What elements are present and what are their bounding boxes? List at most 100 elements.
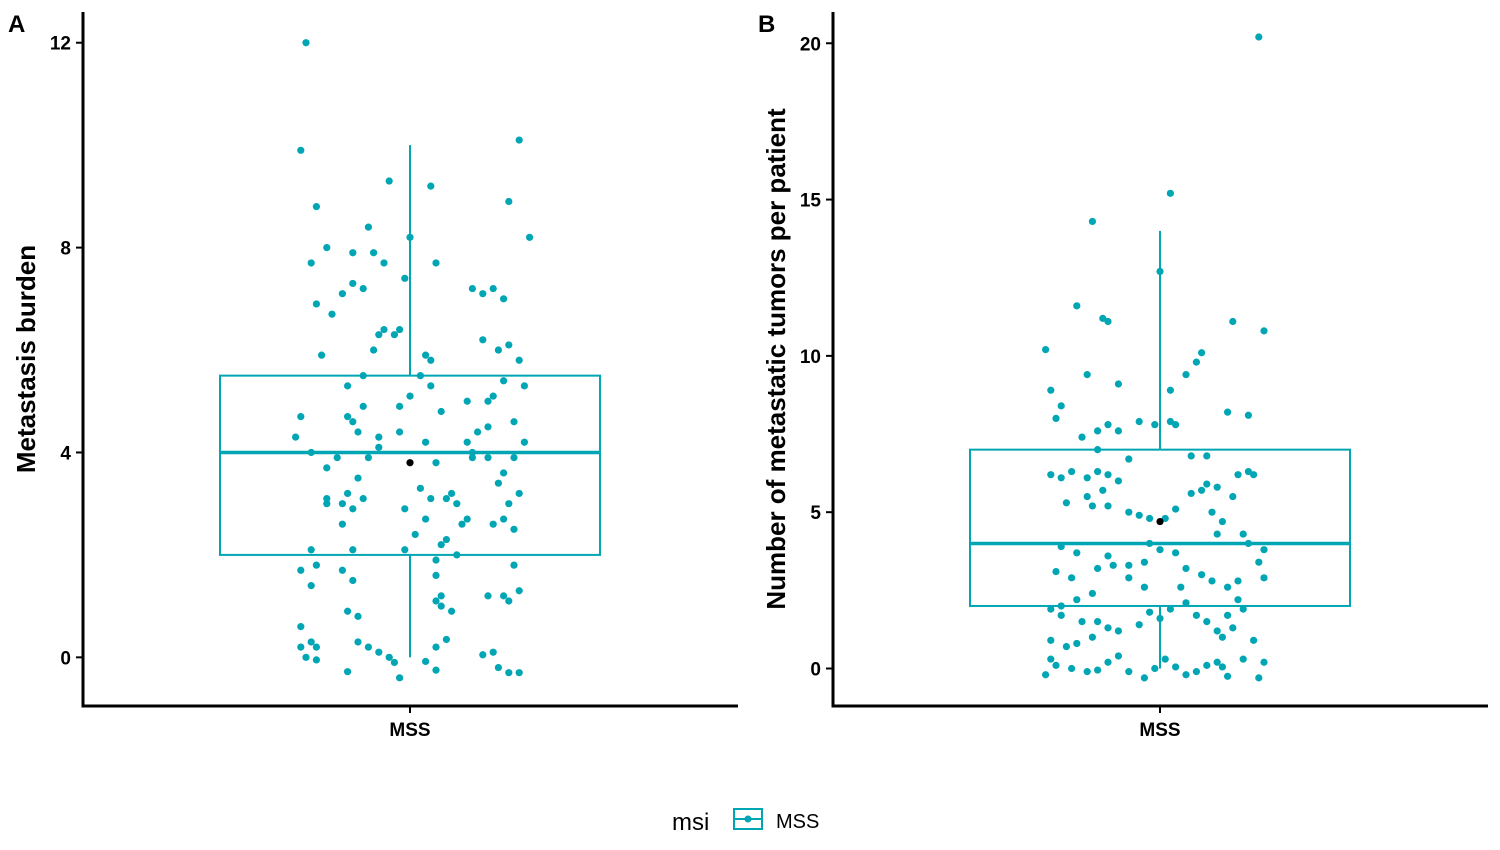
y-axis-title: Number of metastatic tumors per patient [761, 108, 791, 610]
data-point [375, 331, 383, 339]
data-point [427, 382, 435, 390]
data-point [1073, 302, 1081, 310]
data-point [1104, 658, 1112, 666]
data-point [1042, 671, 1050, 679]
data-point [463, 515, 471, 523]
legend: msi MSS [672, 808, 819, 836]
data-point [1224, 583, 1232, 591]
data-point [323, 494, 331, 503]
data-point [297, 643, 305, 651]
data-point [1078, 617, 1086, 626]
data-point [1094, 666, 1102, 674]
data-point [515, 669, 523, 677]
data-point [297, 566, 305, 574]
data-point [1094, 446, 1102, 454]
data-point [1146, 539, 1154, 548]
mean-point [1156, 517, 1164, 526]
data-point [1073, 596, 1081, 604]
data-point [1213, 483, 1221, 491]
data-point [344, 413, 352, 421]
data-point [463, 438, 471, 446]
box-iqr [219, 374, 601, 556]
data-point [1255, 33, 1263, 41]
data-point [1140, 583, 1148, 591]
data-point [1042, 346, 1050, 354]
data-point [323, 244, 331, 252]
data-point [489, 392, 497, 400]
data-point [1109, 561, 1117, 569]
data-point [396, 402, 404, 410]
x-tick-label: MSS [1139, 720, 1180, 741]
data-point [1125, 561, 1133, 569]
data-point [468, 448, 476, 457]
data-point [1250, 636, 1258, 644]
data-point [297, 623, 305, 631]
data-point [520, 382, 529, 390]
data-point [1161, 655, 1169, 663]
data-point [1114, 652, 1122, 660]
data-point [1104, 421, 1112, 429]
data-point [1213, 658, 1221, 666]
data-point [432, 459, 440, 467]
data-point [1052, 661, 1060, 669]
data-point [1114, 627, 1122, 635]
data-point [1094, 564, 1102, 573]
data-point [307, 582, 315, 590]
data-point [1088, 633, 1096, 641]
data-point [1244, 539, 1252, 548]
data-point [1146, 608, 1154, 616]
data-point [437, 602, 445, 610]
data-point [1156, 614, 1164, 623]
data-point [1104, 471, 1112, 479]
data-point [349, 505, 357, 513]
data-point [494, 663, 502, 672]
y-tick-label: 4 [60, 443, 71, 464]
data-point [349, 279, 357, 288]
data-point [479, 651, 487, 659]
data-point [484, 423, 492, 431]
data-point [510, 525, 518, 533]
data-point [1250, 471, 1258, 479]
data-point [1224, 672, 1232, 680]
panel-tag: B [758, 11, 775, 38]
y-tick-label: 12 [50, 34, 71, 55]
data-point [1166, 417, 1174, 426]
data-point [1047, 605, 1055, 613]
data-point [354, 612, 362, 620]
data-point [453, 551, 461, 559]
data-point [1203, 480, 1211, 488]
data-point [364, 643, 372, 651]
data-point [515, 489, 523, 498]
data-point [505, 597, 513, 605]
data-point [297, 413, 305, 421]
data-point [1073, 549, 1081, 557]
data-point [1198, 349, 1206, 357]
data-point [448, 489, 456, 498]
data-point [489, 648, 497, 656]
data-point [1057, 602, 1065, 610]
data-point [338, 566, 346, 574]
data-point [1172, 505, 1180, 513]
data-point [406, 233, 414, 241]
data-point [489, 520, 497, 528]
data-point [1135, 621, 1143, 629]
mean-point [406, 459, 414, 467]
data-point [1218, 633, 1226, 641]
data-point [1151, 664, 1159, 673]
data-point [1260, 658, 1268, 666]
data-point [427, 494, 435, 503]
data-point [432, 666, 440, 674]
data-point [463, 397, 471, 405]
data-point [432, 571, 440, 579]
data-point [1255, 674, 1263, 682]
data-point [385, 177, 393, 185]
data-point [422, 351, 430, 359]
data-point [500, 469, 508, 477]
data-point [364, 453, 372, 462]
data-point [307, 638, 315, 646]
data-point [1218, 663, 1226, 671]
data-point [437, 407, 445, 416]
data-point [1260, 574, 1268, 582]
data-point [307, 259, 315, 267]
data-point [1203, 452, 1211, 460]
